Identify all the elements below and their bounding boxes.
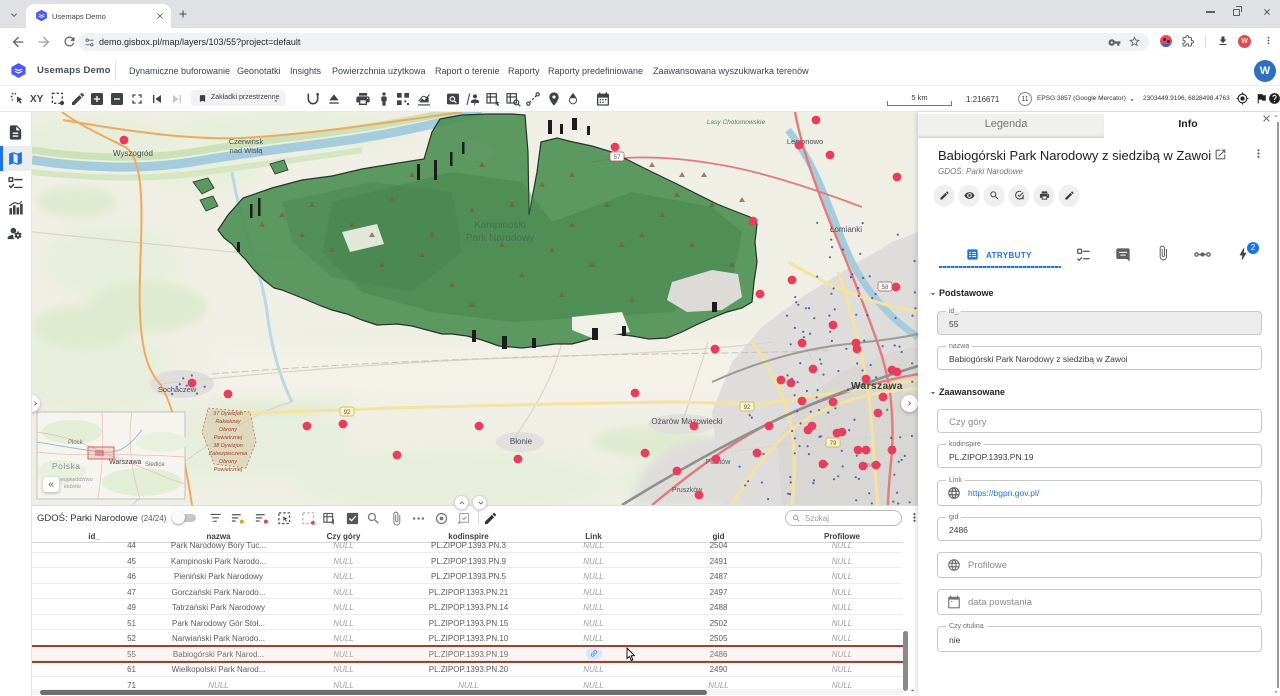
svg-text:Czerwińsk: Czerwińsk [229, 137, 264, 146]
svg-text:92: 92 [344, 410, 351, 416]
svg-text:Łomianki: Łomianki [830, 225, 862, 234]
svg-text:Lotnisko: Lotnisko [859, 463, 882, 469]
svg-text:92: 92 [744, 405, 751, 411]
svg-text:Płock: Płock [68, 440, 84, 446]
svg-text:Powietrznej: Powietrznej [214, 467, 243, 473]
svg-text:58: 58 [882, 285, 889, 291]
svg-text:Wyszogród: Wyszogród [113, 149, 153, 158]
svg-text:Legionowo: Legionowo [787, 137, 823, 146]
svg-text:nad Wisłą: nad Wisłą [230, 146, 264, 155]
svg-text:Obrony: Obrony [219, 459, 238, 465]
svg-text:Kampinoski: Kampinoski [474, 220, 526, 231]
svg-text:Polska: Polska [52, 461, 81, 471]
svg-text:Siedlce: Siedlce [145, 462, 165, 468]
svg-text:Lasy Chotomowskie: Lasy Chotomowskie [707, 119, 766, 126]
svg-text:Powietrznej: Powietrznej [214, 435, 243, 441]
svg-text:Obrony: Obrony [219, 427, 238, 433]
svg-text:łódzkie: łódzkie [64, 484, 81, 490]
svg-text:Rakietowy: Rakietowy [215, 419, 242, 425]
svg-text:Błonie: Błonie [510, 437, 533, 446]
svg-text:Warszawa: Warszawa [851, 381, 903, 392]
svg-text:79: 79 [830, 441, 837, 447]
svg-text:57: 57 [614, 155, 621, 161]
svg-text:Park Narodowy: Park Narodowy [466, 233, 534, 244]
svg-text:Sochaczew: Sochaczew [158, 385, 197, 394]
svg-text:37 Dywizjon: 37 Dywizjon [213, 411, 243, 417]
svg-text:38 Dywizjon: 38 Dywizjon [213, 443, 243, 449]
svg-text:Warszawa: Warszawa [109, 459, 142, 466]
svg-text:Ożarów Mazowiecki: Ożarów Mazowiecki [651, 417, 722, 426]
svg-text:województwo: województwo [60, 477, 93, 483]
svg-text:Pruszków: Pruszków [672, 487, 703, 494]
svg-text:Zabezpieczenia: Zabezpieczenia [208, 451, 248, 457]
